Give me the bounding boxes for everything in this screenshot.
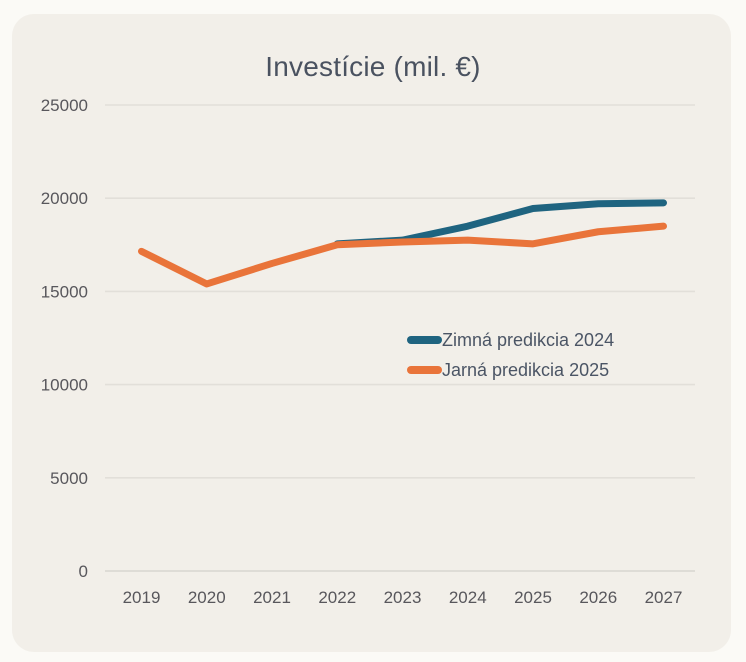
x-tick-label: 2024 xyxy=(449,588,487,607)
chart-card xyxy=(12,14,731,652)
y-tick-label: 0 xyxy=(79,562,88,581)
legend-swatch-0 xyxy=(407,336,442,344)
legend-item-zimna: Zimná predikcia 2024 xyxy=(407,329,614,351)
y-tick-label: 10000 xyxy=(41,376,88,395)
chart-title: Investície (mil. €) xyxy=(265,51,481,82)
legend-item-jarna: Jarná predikcia 2025 xyxy=(407,359,614,381)
x-tick-label: 2026 xyxy=(579,588,617,607)
x-tick-label: 2025 xyxy=(514,588,552,607)
legend-label-0: Zimná predikcia 2024 xyxy=(442,330,615,350)
y-tick-label: 15000 xyxy=(41,282,88,301)
series-line-0 xyxy=(333,199,667,248)
x-tick-label: 2020 xyxy=(188,588,226,607)
x-tick-label: 2027 xyxy=(645,588,683,607)
legend-label-1: Jarná predikcia 2025 xyxy=(442,360,610,380)
y-tick-label: 20000 xyxy=(41,189,88,208)
x-tick-label: 2023 xyxy=(384,588,422,607)
legend: Zimná predikcia 2024 Jarná predikcia 202… xyxy=(407,329,614,381)
y-tick-label: 5000 xyxy=(50,469,88,488)
x-tick-label: 2021 xyxy=(253,588,291,607)
x-tick-label: 2019 xyxy=(123,588,161,607)
legend-swatch-1 xyxy=(407,366,442,374)
y-tick-label: 25000 xyxy=(41,96,88,115)
series-line-1 xyxy=(138,222,667,288)
x-tick-label: 2022 xyxy=(318,588,356,607)
